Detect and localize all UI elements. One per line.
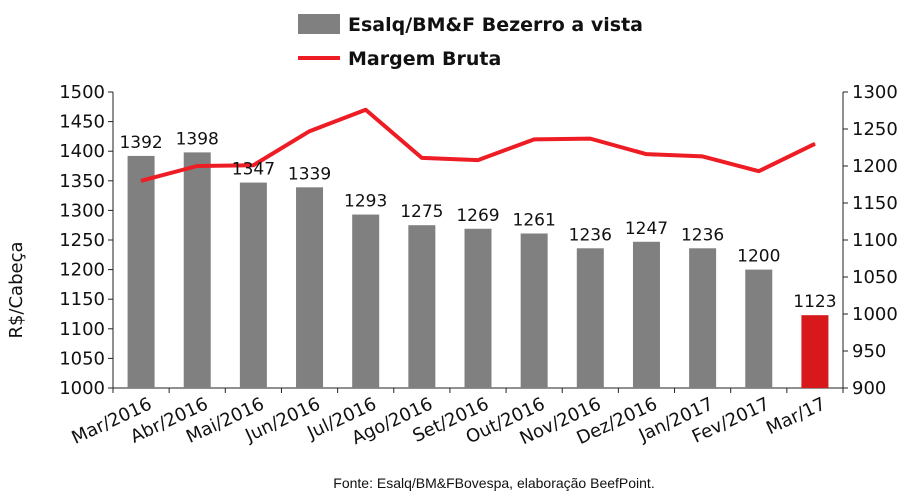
bar: [464, 228, 492, 388]
line-point: [645, 153, 647, 155]
y-left-tick-label: 1050: [59, 348, 105, 369]
plot-area: 1000 1050 1100 1150 1200 1250 1300 1350 1400 1450…: [59, 82, 898, 449]
bar-data-label: 1261: [513, 210, 556, 230]
bar: [745, 269, 773, 388]
y-axis-left-label: R$/Cabeça: [6, 241, 27, 338]
y-left-tick-label: 1400: [59, 141, 105, 162]
bar: [689, 248, 717, 388]
bar-data-label: 1123: [793, 292, 836, 312]
y-left-tick-label: 1000: [59, 378, 105, 399]
bar-data-label: 1236: [681, 225, 724, 245]
bar-data-label: 1236: [569, 225, 612, 245]
line-point: [533, 138, 535, 140]
line-point: [814, 143, 816, 145]
bar: [408, 225, 436, 388]
line-point: [140, 180, 142, 182]
y-left-tick-label: 1100: [59, 319, 105, 340]
line-point: [196, 165, 198, 167]
bar-data-label: 1293: [344, 192, 387, 212]
bar: [296, 187, 324, 388]
bar: [576, 248, 604, 388]
line-point: [477, 159, 479, 161]
y-right-tick-label: 1000: [852, 304, 898, 325]
bar-data-label: 1247: [625, 219, 668, 239]
bar: [183, 152, 211, 388]
y-right-tick-label: 950: [852, 341, 886, 362]
y-right-tick-label: 900: [852, 378, 886, 399]
y-left-tick-label: 1200: [59, 260, 105, 281]
legend-bar-label: Esalq/BM&F Bezerro a vista: [348, 14, 643, 36]
line-point: [589, 138, 591, 140]
y-left-tick-label: 1450: [59, 112, 105, 133]
line-point: [702, 155, 704, 157]
y-right-tick-label: 1250: [852, 119, 898, 140]
line-point: [758, 170, 760, 172]
line-point: [365, 109, 367, 111]
line-point: [252, 164, 254, 166]
bar-data-label: 1339: [288, 164, 331, 184]
bar-data-label: 1347: [232, 160, 275, 180]
bar: [239, 182, 267, 388]
legend-line-label: Margem Bruta: [348, 48, 501, 70]
y-right-tick-label: 1100: [852, 230, 898, 251]
y-left-tick-label: 1250: [59, 230, 105, 251]
y-left-tick-label: 1500: [59, 82, 105, 103]
legend: Esalq/BM&F Bezerro a vista Margem Bruta: [298, 14, 643, 70]
y-right-tick-label: 1200: [852, 156, 898, 177]
source-note: Fonte: Esalq/BM&FBovespa, elaboração Bee…: [333, 475, 654, 491]
y-left-tick-label: 1300: [59, 200, 105, 221]
bar-data-label: 1275: [400, 202, 443, 222]
bar: [520, 233, 548, 388]
bar-data-label: 1269: [456, 206, 499, 226]
bar: [801, 315, 829, 388]
bar: [632, 241, 660, 388]
line-point: [309, 130, 311, 132]
y-right-tick-label: 1150: [852, 193, 898, 214]
x-tick-label: Mar/17: [763, 393, 829, 439]
bar: [127, 155, 155, 388]
line-point: [421, 157, 423, 159]
y-right-tick-label: 1300: [852, 82, 898, 103]
y-right-tick-label: 1050: [852, 267, 898, 288]
legend-bar-swatch: [298, 14, 340, 34]
bar: [352, 214, 380, 388]
y-left-tick-label: 1150: [59, 289, 105, 310]
bar-data-label: 1398: [176, 129, 219, 149]
bar-data-label: 1200: [737, 247, 780, 267]
y-left-tick-label: 1350: [59, 171, 105, 192]
bar-data-label: 1392: [119, 133, 162, 153]
